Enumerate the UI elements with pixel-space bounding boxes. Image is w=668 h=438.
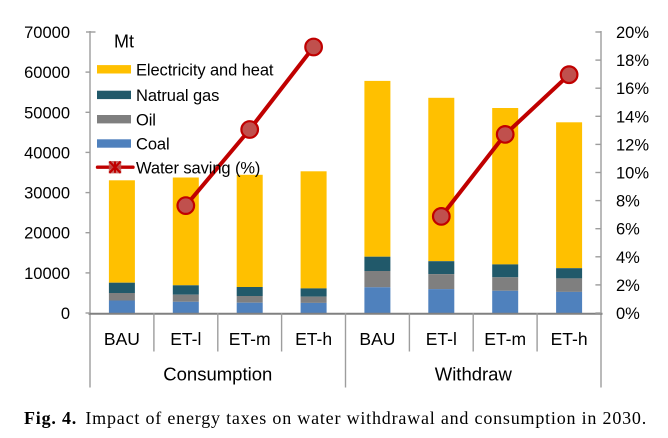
svg-text:Fig. 4.Impact of energy taxes: Fig. 4. Impact of energy taxes on water w… xyxy=(24,408,647,428)
svg-text:ET-m: ET-m xyxy=(229,329,271,349)
svg-text:6%: 6% xyxy=(616,221,640,239)
svg-text:30000: 30000 xyxy=(24,185,70,203)
svg-text:Electricity and heat: Electricity and heat xyxy=(136,62,274,80)
svg-text:0: 0 xyxy=(61,305,70,323)
svg-text:16%: 16% xyxy=(616,80,649,98)
svg-text:14%: 14% xyxy=(616,108,649,126)
svg-text:10%: 10% xyxy=(616,165,649,183)
svg-text:12%: 12% xyxy=(616,136,649,154)
svg-text:Oil: Oil xyxy=(136,111,156,129)
svg-text:BAU: BAU xyxy=(104,329,140,349)
svg-text:2%: 2% xyxy=(616,277,640,295)
svg-text:20000: 20000 xyxy=(24,225,70,243)
svg-text:Mt: Mt xyxy=(114,32,134,52)
svg-text:Consumption: Consumption xyxy=(163,364,272,385)
svg-text:Withdraw: Withdraw xyxy=(435,364,513,385)
svg-text:ET-l: ET-l xyxy=(426,329,457,349)
svg-text:Coal: Coal xyxy=(136,136,170,154)
svg-text:ET-l: ET-l xyxy=(170,329,201,349)
svg-text:4%: 4% xyxy=(616,249,640,267)
svg-text:70000: 70000 xyxy=(24,24,70,42)
svg-text:18%: 18% xyxy=(616,52,649,70)
svg-text:ET-m: ET-m xyxy=(484,329,526,349)
svg-text:40000: 40000 xyxy=(24,144,70,162)
svg-text:BAU: BAU xyxy=(359,329,395,349)
svg-text:20%: 20% xyxy=(616,24,649,42)
svg-text:60000: 60000 xyxy=(24,64,70,82)
svg-text:10000: 10000 xyxy=(24,265,70,283)
svg-text:ET-h: ET-h xyxy=(295,329,332,349)
svg-text:0%: 0% xyxy=(616,305,640,323)
svg-text:ET-h: ET-h xyxy=(551,329,588,349)
svg-text:Natrual gas: Natrual gas xyxy=(136,87,219,105)
svg-text:Water saving (%): Water saving (%) xyxy=(136,159,260,177)
svg-text:50000: 50000 xyxy=(24,104,70,122)
svg-text:8%: 8% xyxy=(616,193,640,211)
